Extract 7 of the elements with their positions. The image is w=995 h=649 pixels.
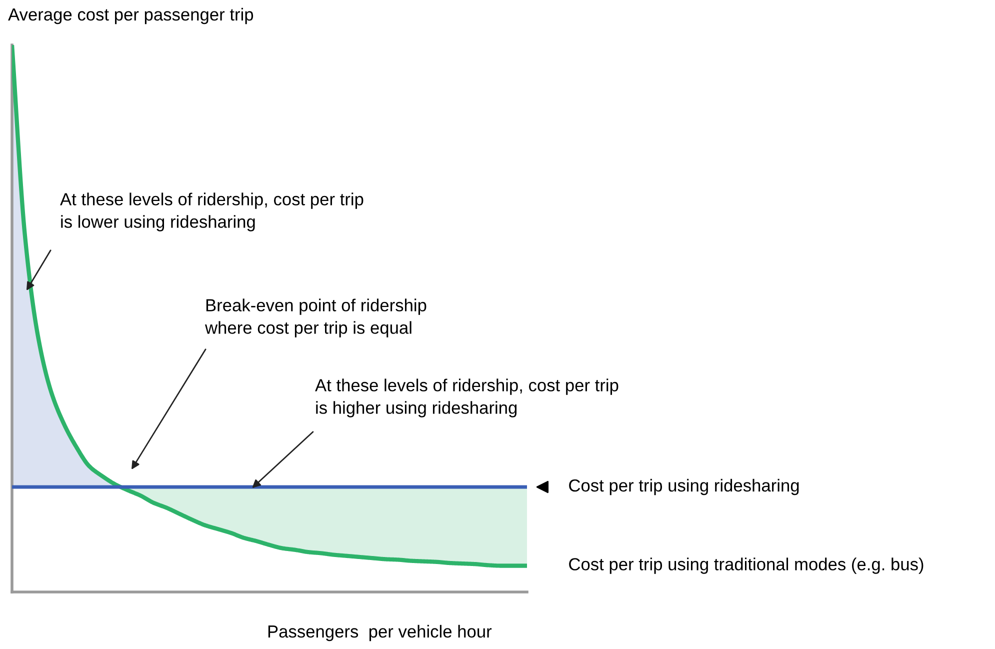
annotation: At these levels of ridership, cost per trip is higher using ridesharing	[315, 378, 618, 418]
y-axis-title: Average cost per passenger trip	[8, 8, 254, 24]
x-axis-title: Passengers per vehicle hour	[268, 624, 492, 642]
text: Cost per trip using traditional modes (e.g. bus)	[569, 558, 924, 574]
text: Cost per trip using ridesharing	[569, 478, 799, 496]
annotation: Break-even point of ridership where cost per trip is equal	[204, 298, 426, 338]
annotation: At these levels of ridership, cost per trip is lower using ridesharing	[60, 192, 364, 232]
